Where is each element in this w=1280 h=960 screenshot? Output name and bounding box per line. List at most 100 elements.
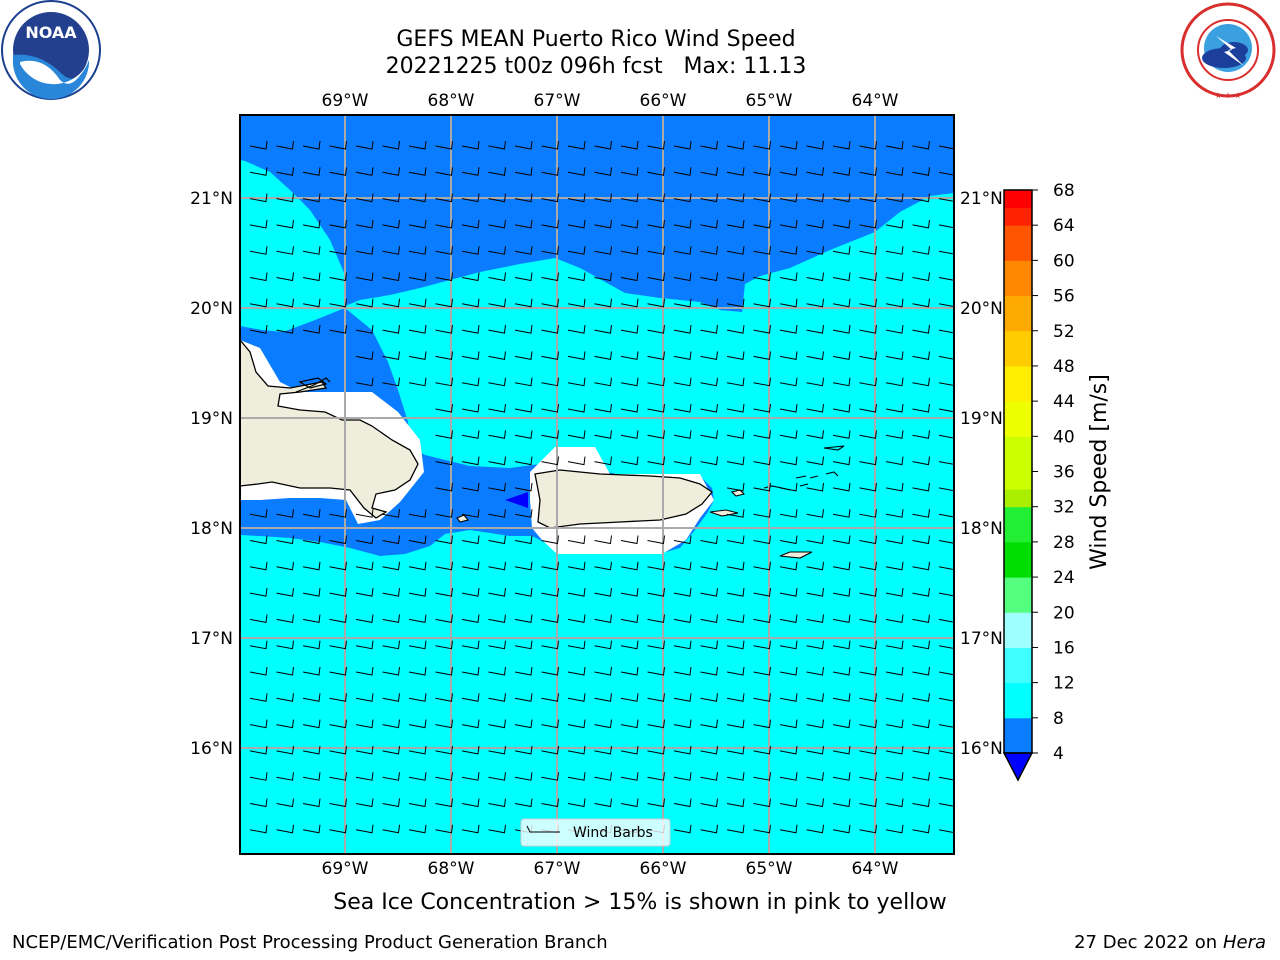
lat-label-right: 16°N xyxy=(960,739,1003,759)
wind-barb xyxy=(620,219,639,229)
wind-barb xyxy=(912,351,930,360)
colorbar-band xyxy=(1004,401,1032,420)
colorbar-band xyxy=(1004,383,1032,402)
virgin-islands xyxy=(763,471,839,491)
colorbar-band xyxy=(1004,506,1032,525)
wind-barb xyxy=(408,640,427,650)
wind-barb xyxy=(647,798,665,808)
wind-barb xyxy=(382,272,400,282)
wind-barb xyxy=(567,377,586,387)
wind-barb xyxy=(408,509,427,518)
wind-barb xyxy=(408,246,427,255)
wind-barb xyxy=(461,614,480,623)
wind-barb xyxy=(514,140,533,150)
lat-label-right: 21°N xyxy=(960,189,1003,209)
wind-barb xyxy=(673,430,692,439)
noaa-logo-text: NOAA xyxy=(25,23,77,42)
wind-barb xyxy=(647,430,665,439)
map-title: GEFS MEAN Puerto Rico Wind Speed xyxy=(396,27,796,52)
wind-barbs-layer xyxy=(249,140,954,834)
wind-barb xyxy=(276,719,294,729)
wind-barb xyxy=(885,798,904,808)
wind-barb xyxy=(594,640,612,650)
wind-barb xyxy=(541,588,559,597)
wind-barb xyxy=(673,167,692,176)
wind-barb xyxy=(912,561,930,571)
colorbar-band xyxy=(1004,629,1032,648)
wind-barb xyxy=(912,193,930,203)
wind-barb xyxy=(885,377,904,387)
wind-barb xyxy=(700,798,718,808)
wind-barb xyxy=(885,719,904,729)
wind-barb xyxy=(806,140,824,150)
wind-barb xyxy=(885,272,904,282)
wind-barb xyxy=(726,246,745,255)
hispaniola-coastline xyxy=(240,338,419,519)
wind-barb xyxy=(779,298,798,308)
wind-barb xyxy=(541,403,559,413)
wind-barb xyxy=(673,666,692,676)
wind-barb xyxy=(885,824,904,834)
wind-barb xyxy=(382,824,400,834)
wind-barb xyxy=(859,535,877,545)
wind-barb xyxy=(541,640,559,650)
wind-barb xyxy=(594,351,612,360)
wind-barb xyxy=(541,377,559,387)
wind-barb xyxy=(673,272,692,282)
wind-barb xyxy=(435,666,453,676)
wind-barb xyxy=(541,351,559,360)
wind-barb xyxy=(859,561,877,571)
wind-barb xyxy=(779,219,798,229)
colorbar-band xyxy=(1004,559,1032,578)
wind-barb xyxy=(355,824,374,834)
wind-barb xyxy=(461,403,480,413)
wind-barb xyxy=(832,403,851,413)
wind-barb xyxy=(753,509,771,518)
wind-barb xyxy=(832,272,851,282)
wind-barb xyxy=(700,640,718,650)
wind-barb xyxy=(461,824,480,834)
wind-barb xyxy=(620,430,639,439)
wind-barb xyxy=(514,403,533,413)
wind-barb xyxy=(567,298,586,308)
lat-label-right: 17°N xyxy=(960,629,1003,649)
wind-barb xyxy=(408,377,427,387)
wind-barb xyxy=(594,614,612,623)
wind-barb xyxy=(938,329,954,334)
wind-barb xyxy=(249,298,268,308)
wind-barb xyxy=(726,824,745,834)
wind-barb xyxy=(620,298,639,308)
wind-barb xyxy=(408,140,427,150)
wind-barb xyxy=(355,377,374,387)
wind-barb xyxy=(249,640,268,650)
wind-barb xyxy=(408,614,427,623)
wind-barb xyxy=(488,588,506,597)
wind-barb xyxy=(408,351,427,360)
wind-barb xyxy=(938,408,954,413)
colorbar-tick-label: 12 xyxy=(1053,674,1075,694)
wind-barb xyxy=(514,561,533,571)
wind-barb xyxy=(912,535,930,545)
wind-barb xyxy=(541,193,559,203)
wind-barb xyxy=(249,719,268,729)
wind-barb xyxy=(594,403,612,413)
wind-barb xyxy=(249,693,268,702)
lon-label-bottom: 69°W xyxy=(322,859,369,879)
wind-barb xyxy=(726,140,745,150)
colorbar-band xyxy=(1004,330,1032,349)
wind-barb xyxy=(276,588,294,597)
wind-barb xyxy=(700,272,718,282)
wind-barb xyxy=(832,798,851,808)
colorbar-band xyxy=(1004,225,1032,244)
wind-barb xyxy=(567,588,586,597)
wind-barb xyxy=(859,772,877,781)
wind-barb xyxy=(514,535,533,545)
wind-barb xyxy=(435,798,453,808)
wind-barb xyxy=(567,614,586,623)
wind-barb xyxy=(488,456,506,466)
wind-barb xyxy=(514,167,533,176)
wind-barb xyxy=(938,434,954,439)
wind-barb xyxy=(514,588,533,597)
wind-barb xyxy=(594,798,612,808)
wind-barb xyxy=(938,303,954,308)
